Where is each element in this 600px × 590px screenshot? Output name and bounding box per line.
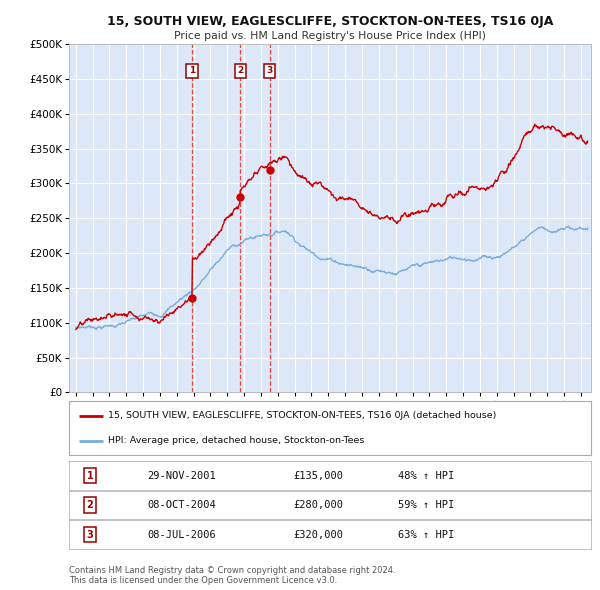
Text: 15, SOUTH VIEW, EAGLESCLIFFE, STOCKTON-ON-TEES, TS16 0JA: 15, SOUTH VIEW, EAGLESCLIFFE, STOCKTON-O…: [107, 15, 553, 28]
Text: 3: 3: [266, 66, 273, 75]
Text: 08-OCT-2004: 08-OCT-2004: [148, 500, 216, 510]
Text: £135,000: £135,000: [293, 471, 343, 480]
Text: 2: 2: [237, 66, 244, 75]
Text: 48% ↑ HPI: 48% ↑ HPI: [398, 471, 454, 480]
Text: Contains HM Land Registry data © Crown copyright and database right 2024.
This d: Contains HM Land Registry data © Crown c…: [69, 566, 395, 585]
Text: 63% ↑ HPI: 63% ↑ HPI: [398, 530, 454, 539]
Text: Price paid vs. HM Land Registry's House Price Index (HPI): Price paid vs. HM Land Registry's House …: [174, 31, 486, 41]
Text: 29-NOV-2001: 29-NOV-2001: [148, 471, 216, 480]
Text: 3: 3: [86, 530, 93, 539]
Text: 59% ↑ HPI: 59% ↑ HPI: [398, 500, 454, 510]
Text: 1: 1: [86, 471, 93, 480]
Text: £320,000: £320,000: [293, 530, 343, 539]
Text: 15, SOUTH VIEW, EAGLESCLIFFE, STOCKTON-ON-TEES, TS16 0JA (detached house): 15, SOUTH VIEW, EAGLESCLIFFE, STOCKTON-O…: [108, 411, 497, 420]
Text: 1: 1: [189, 66, 195, 75]
Text: 2: 2: [86, 500, 93, 510]
Text: £280,000: £280,000: [293, 500, 343, 510]
Text: HPI: Average price, detached house, Stockton-on-Tees: HPI: Average price, detached house, Stoc…: [108, 437, 365, 445]
Text: 08-JUL-2006: 08-JUL-2006: [148, 530, 216, 539]
